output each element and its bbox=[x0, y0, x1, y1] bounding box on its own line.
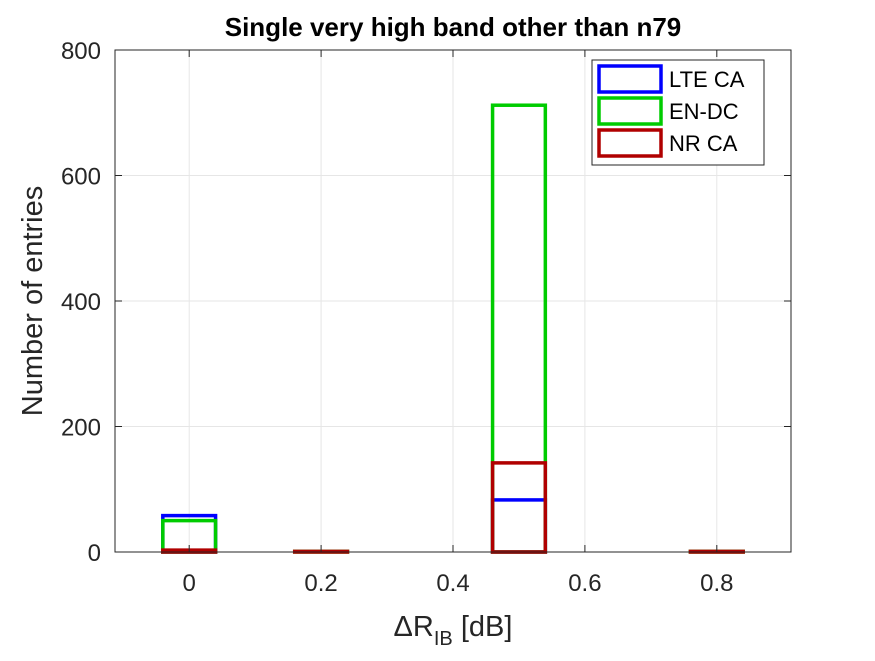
x-tick-label: 0.4 bbox=[436, 570, 469, 597]
legend-swatch-lte-ca bbox=[597, 64, 663, 94]
legend-label-nr-ca: NR CA bbox=[669, 131, 738, 156]
x-tick-label: 0.2 bbox=[304, 570, 337, 597]
legend-label-lte-ca: LTE CA bbox=[669, 67, 745, 92]
legend-swatch-en-dc bbox=[597, 96, 663, 126]
x-axis-label: ΔRIB [dB] bbox=[394, 611, 513, 650]
legend-box bbox=[591, 59, 765, 166]
x-tick-label: 0 bbox=[183, 570, 196, 597]
ticks: 0 0.2 0.4 0.6 0.8 0 200 400 600 800 bbox=[61, 38, 791, 597]
y-axis-label: Number of entries bbox=[17, 186, 49, 417]
x-tick-label: 0.6 bbox=[568, 570, 601, 597]
legend: LTE CA EN-DC NR CA bbox=[591, 59, 765, 166]
legend-swatch-nr-ca bbox=[597, 128, 663, 158]
y-tick-label: 200 bbox=[61, 415, 101, 442]
x-tick-label: 0.8 bbox=[700, 570, 733, 597]
legend-label-en-dc: EN-DC bbox=[669, 99, 739, 124]
y-tick-label: 800 bbox=[61, 38, 101, 65]
y-tick-label: 600 bbox=[61, 164, 101, 191]
x-axis-label-rest: [dB] bbox=[453, 611, 513, 643]
y-tick-label: 0 bbox=[88, 540, 101, 567]
x-axis-label-subscript: IB bbox=[434, 628, 453, 650]
x-axis-label-main: ΔR bbox=[394, 611, 434, 643]
y-tick-label: 400 bbox=[61, 289, 101, 316]
chart-title: Single very high band other than n79 bbox=[225, 12, 682, 42]
